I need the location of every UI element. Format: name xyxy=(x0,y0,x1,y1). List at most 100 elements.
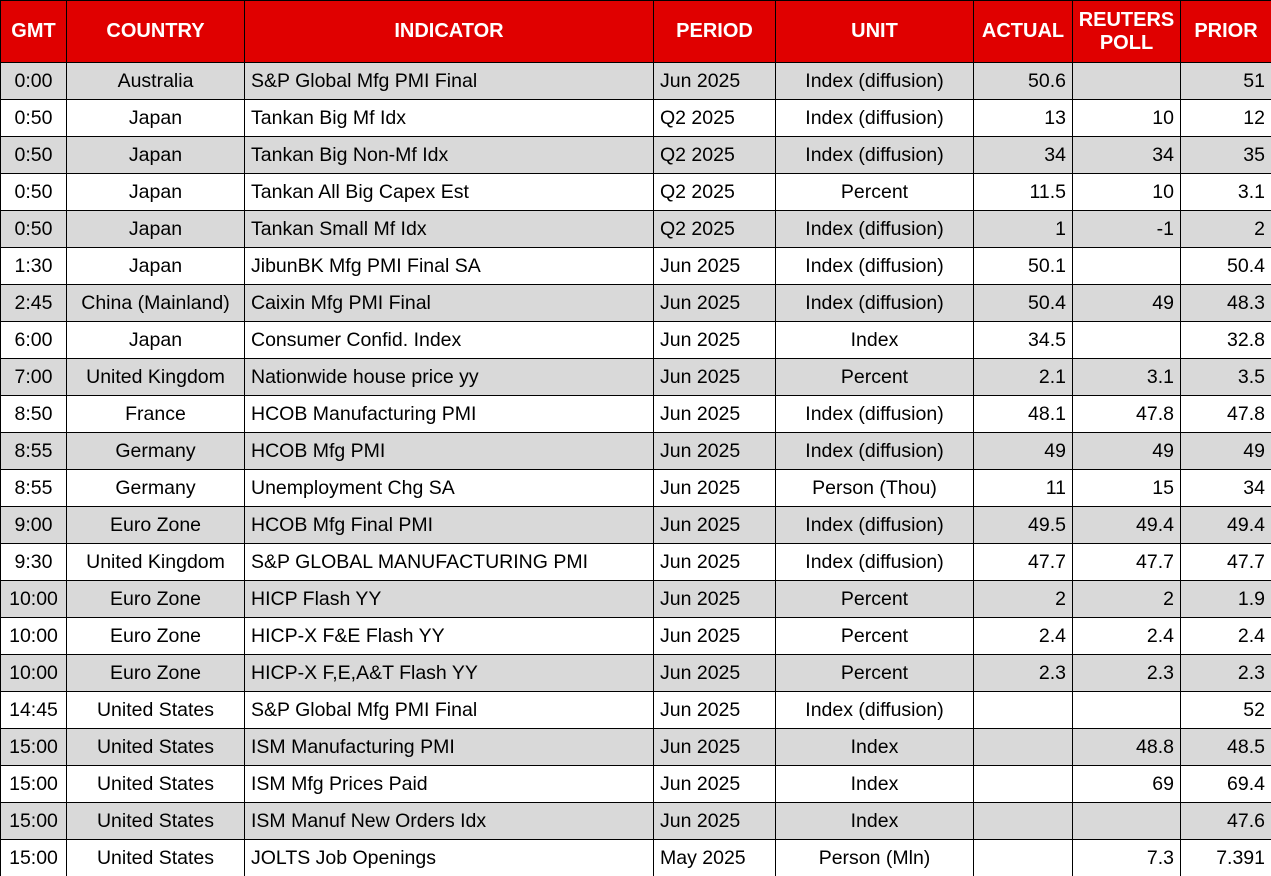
cell-unit: Percent xyxy=(775,358,974,396)
table-row: 0:50 Japan Tankan All Big Capex Est Q2 2025… xyxy=(0,173,1271,211)
cell-period: Jun 2025 xyxy=(653,728,776,766)
cell-period: Jun 2025 xyxy=(653,321,776,359)
cell-indicator: JOLTS Job Openings xyxy=(244,839,654,876)
cell-reuters-poll: 10 xyxy=(1072,173,1181,211)
cell-prior: 3.5 xyxy=(1180,358,1271,396)
cell-actual: 1 xyxy=(973,210,1073,248)
cell-country: Japan xyxy=(66,173,245,211)
table-row: 0:00 Australia S&P Global Mfg PMI Final Jun… xyxy=(0,62,1271,100)
table-row: 15:00 United States ISM Mfg Prices Paid Jun… xyxy=(0,765,1271,803)
cell-reuters-poll xyxy=(1072,691,1181,729)
cell-reuters-poll: 3.1 xyxy=(1072,358,1181,396)
header-reuters-poll: REUTERS POLL xyxy=(1072,0,1181,63)
cell-prior: 32.8 xyxy=(1180,321,1271,359)
cell-period: Jun 2025 xyxy=(653,358,776,396)
cell-actual: 47.7 xyxy=(973,543,1073,581)
cell-gmt: 9:30 xyxy=(0,543,67,581)
cell-unit: Index (diffusion) xyxy=(775,99,974,137)
table-row: 2:45 China (Mainland) Caixin Mfg PMI Final… xyxy=(0,284,1271,322)
cell-indicator: S&P GLOBAL MANUFACTURING PMI xyxy=(244,543,654,581)
header-country: COUNTRY xyxy=(66,0,245,63)
cell-indicator: S&P Global Mfg PMI Final xyxy=(244,62,654,100)
cell-period: Q2 2025 xyxy=(653,99,776,137)
header-prior: PRIOR xyxy=(1180,0,1271,63)
cell-unit: Index (diffusion) xyxy=(775,284,974,322)
cell-reuters-poll xyxy=(1072,247,1181,285)
cell-country: Japan xyxy=(66,321,245,359)
cell-actual: 2.3 xyxy=(973,654,1073,692)
cell-unit: Index (diffusion) xyxy=(775,62,974,100)
cell-reuters-poll: 48.8 xyxy=(1072,728,1181,766)
cell-reuters-poll: 49 xyxy=(1072,284,1181,322)
cell-prior: 34 xyxy=(1180,469,1271,507)
cell-reuters-poll: 2.4 xyxy=(1072,617,1181,655)
cell-indicator: HCOB Mfg PMI xyxy=(244,432,654,470)
cell-actual xyxy=(973,802,1073,840)
cell-reuters-poll: -1 xyxy=(1072,210,1181,248)
cell-period: Jun 2025 xyxy=(653,617,776,655)
cell-country: France xyxy=(66,395,245,433)
cell-actual: 34.5 xyxy=(973,321,1073,359)
cell-period: Jun 2025 xyxy=(653,691,776,729)
cell-gmt: 8:55 xyxy=(0,432,67,470)
cell-period: Jun 2025 xyxy=(653,247,776,285)
cell-reuters-poll: 47.8 xyxy=(1072,395,1181,433)
table-row: 0:50 Japan Tankan Big Mf Idx Q2 2025 Index (… xyxy=(0,99,1271,137)
table-row: 8:50 France HCOB Manufacturing PMI Jun 2025… xyxy=(0,395,1271,433)
table-row: 0:50 Japan Tankan Small Mf Idx Q2 2025 Index… xyxy=(0,210,1271,248)
header-unit: UNIT xyxy=(775,0,974,63)
cell-period: Jun 2025 xyxy=(653,469,776,507)
cell-period: Jun 2025 xyxy=(653,580,776,618)
cell-actual xyxy=(973,691,1073,729)
cell-unit: Index (diffusion) xyxy=(775,506,974,544)
cell-indicator: Consumer Confid. Index xyxy=(244,321,654,359)
cell-period: Jun 2025 xyxy=(653,62,776,100)
cell-prior: 2.4 xyxy=(1180,617,1271,655)
table-row: 9:00 Euro Zone HCOB Mfg Final PMI Jun 2025 I… xyxy=(0,506,1271,544)
cell-actual: 48.1 xyxy=(973,395,1073,433)
cell-reuters-poll: 34 xyxy=(1072,136,1181,174)
cell-prior: 3.1 xyxy=(1180,173,1271,211)
table-row: 0:50 Japan Tankan Big Non-Mf Idx Q2 2025 Ind… xyxy=(0,136,1271,174)
cell-period: Q2 2025 xyxy=(653,210,776,248)
cell-actual: 49.5 xyxy=(973,506,1073,544)
table-row: 15:00 United States ISM Manufacturing PMI J… xyxy=(0,728,1271,766)
cell-period: Jun 2025 xyxy=(653,654,776,692)
cell-reuters-poll: 69 xyxy=(1072,765,1181,803)
table-row: 14:45 United States S&P Global Mfg PMI Fin… xyxy=(0,691,1271,729)
table-row: 10:00 Euro Zone HICP Flash YY Jun 2025 Perce… xyxy=(0,580,1271,618)
cell-indicator: HICP-X F,E,A&T Flash YY xyxy=(244,654,654,692)
cell-prior: 2 xyxy=(1180,210,1271,248)
cell-country: Germany xyxy=(66,469,245,507)
cell-unit: Index xyxy=(775,321,974,359)
cell-prior: 47.8 xyxy=(1180,395,1271,433)
cell-country: Australia xyxy=(66,62,245,100)
cell-prior: 49.4 xyxy=(1180,506,1271,544)
cell-period: Jun 2025 xyxy=(653,506,776,544)
cell-indicator: HICP Flash YY xyxy=(244,580,654,618)
cell-prior: 52 xyxy=(1180,691,1271,729)
cell-actual: 50.6 xyxy=(973,62,1073,100)
cell-actual: 11 xyxy=(973,469,1073,507)
cell-gmt: 15:00 xyxy=(0,802,67,840)
cell-unit: Index xyxy=(775,728,974,766)
cell-actual: 2 xyxy=(973,580,1073,618)
cell-country: Euro Zone xyxy=(66,654,245,692)
table-row: 8:55 Germany HCOB Mfg PMI Jun 2025 Index (di… xyxy=(0,432,1271,470)
cell-gmt: 10:00 xyxy=(0,654,67,692)
cell-period: Jun 2025 xyxy=(653,802,776,840)
cell-unit: Index xyxy=(775,802,974,840)
cell-gmt: 2:45 xyxy=(0,284,67,322)
cell-unit: Percent xyxy=(775,654,974,692)
cell-period: Jun 2025 xyxy=(653,543,776,581)
cell-indicator: HICP-X F&E Flash YY xyxy=(244,617,654,655)
cell-country: Euro Zone xyxy=(66,580,245,618)
cell-indicator: Unemployment Chg SA xyxy=(244,469,654,507)
cell-reuters-poll: 47.7 xyxy=(1072,543,1181,581)
cell-unit: Person (Mln) xyxy=(775,839,974,876)
cell-prior: 69.4 xyxy=(1180,765,1271,803)
cell-gmt: 9:00 xyxy=(0,506,67,544)
cell-actual xyxy=(973,765,1073,803)
